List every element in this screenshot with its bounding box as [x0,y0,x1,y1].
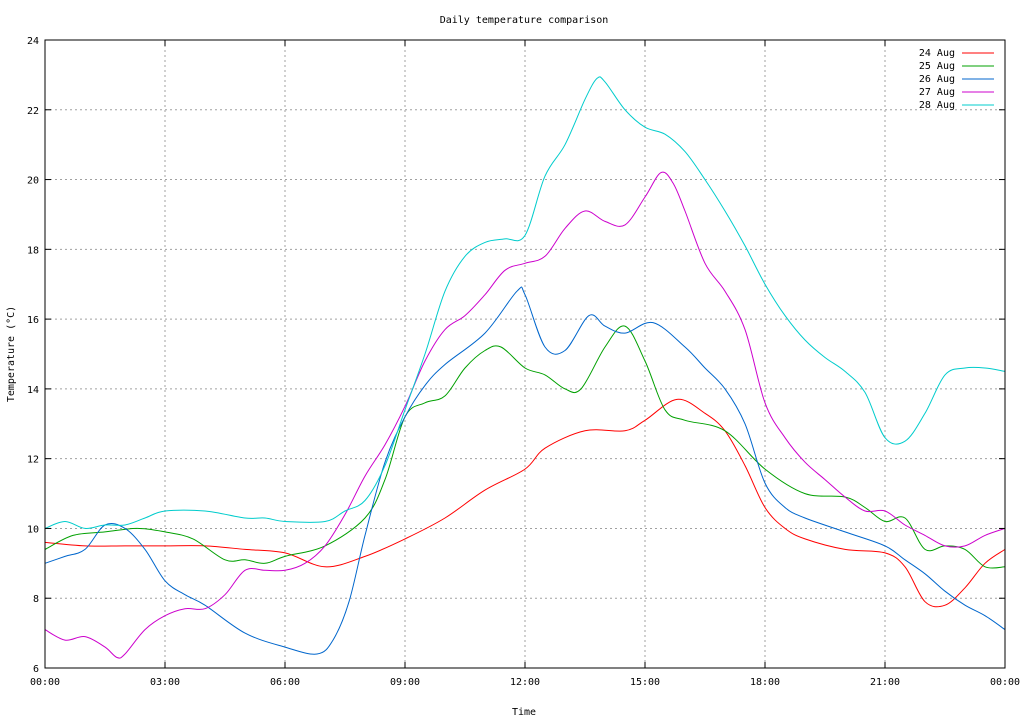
x-tick-label: 15:00 [630,677,660,688]
y-tick-label: 16 [27,315,39,326]
series-line-24-aug [44,398,1006,608]
y-tick-label: 24 [27,36,39,47]
chart-title: Daily temperature comparison [440,15,609,26]
legend-label-28-aug: 28 Aug [919,100,955,111]
x-tick-label: 09:00 [390,677,420,688]
plot-frame [44,39,1006,669]
legend-label-26-aug: 26 Aug [919,74,955,85]
x-tick-label: 18:00 [750,677,780,688]
y-tick-label: 20 [27,176,39,187]
y-axis-label: Temperature (°C) [6,306,17,402]
series-layer [44,76,1006,659]
series-line-27-aug [44,171,1006,659]
grid-lines [45,40,1005,668]
axis-ticks: 6 8 10 12 14 16 18 20 22 24 00:00 03:00 06:00 09:00 12… [27,36,1020,688]
x-tick-label: 00:00 [990,677,1020,688]
x-tick-label: 03:00 [150,677,180,688]
legend-label-25-aug: 25 Aug [919,61,955,72]
y-tick-label: 14 [27,385,39,396]
y-tick-label: 10 [27,524,39,535]
x-tick-label: 21:00 [870,677,900,688]
y-tick-label: 12 [27,455,39,466]
y-tick-label: 18 [27,245,39,256]
y-tick-label: 8 [33,594,39,605]
legend-label-27-aug: 27 Aug [919,87,955,98]
legend-label-24-aug: 24 Aug [919,48,955,59]
x-axis-label: Time [512,707,536,718]
series-line-25-aug [44,325,1006,569]
legend: 24 Aug 25 Aug 26 Aug 27 Aug 28 Aug [919,48,994,111]
series-line-26-aug [44,286,1006,655]
y-tick-label: 22 [27,106,39,117]
y-tick-label: 6 [33,664,39,675]
x-tick-label: 06:00 [270,677,300,688]
series-line-28-aug [44,76,1006,529]
x-tick-label: 12:00 [510,677,540,688]
x-tick-label: 00:00 [30,677,60,688]
